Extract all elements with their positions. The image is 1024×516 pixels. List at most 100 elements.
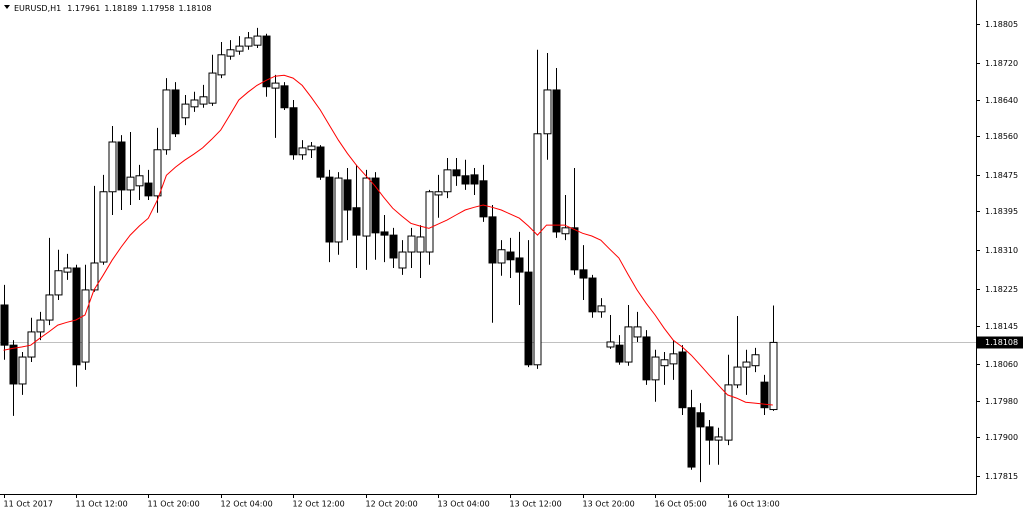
candle-body	[760, 381, 769, 409]
candle-body	[63, 267, 72, 273]
y-tick-label: 1.17980	[985, 397, 1018, 406]
x-tick-label: 11 Oct 2017	[4, 500, 53, 509]
candle-body	[289, 107, 298, 156]
candle-body	[162, 89, 171, 151]
candle-body	[99, 191, 108, 263]
candle-body	[190, 99, 199, 108]
y-tick-label: 1.17815	[985, 472, 1018, 481]
candle-body	[244, 37, 253, 47]
candle-body	[81, 289, 90, 363]
candle-body	[769, 341, 778, 411]
candle-body	[407, 235, 416, 253]
candle-body	[669, 353, 678, 365]
candle-body	[126, 176, 135, 191]
candle-body	[253, 35, 262, 46]
y-tick-label: 1.18805	[985, 20, 1018, 29]
candle-body	[506, 251, 515, 261]
candle-body	[452, 169, 461, 177]
candle-body	[461, 175, 470, 185]
y-tick-label: 1.18640	[985, 96, 1018, 105]
candle-body	[18, 356, 27, 385]
moving-average	[3, 74, 773, 406]
header-close: 1.18108	[179, 4, 212, 13]
candle-body	[153, 149, 162, 197]
candle-body	[552, 89, 561, 233]
candle-body	[334, 177, 343, 243]
candle-body	[660, 359, 669, 367]
candle-body	[271, 82, 280, 89]
candle-body	[425, 191, 434, 253]
header-high: 1.18189	[104, 4, 137, 13]
candle-body	[742, 361, 751, 368]
candle-body	[597, 305, 606, 313]
candle-body	[226, 49, 235, 57]
y-tick-label: 1.18060	[985, 360, 1018, 369]
candle-body	[325, 176, 334, 243]
candle-body	[751, 354, 760, 367]
candle-body	[724, 384, 733, 441]
candle-body	[579, 269, 588, 279]
candle-body	[298, 147, 307, 156]
candle-body	[181, 103, 190, 119]
candle-body	[515, 257, 524, 273]
candle-body	[733, 366, 742, 386]
header-open: 1.17961	[67, 4, 100, 13]
candle-body	[45, 294, 54, 321]
symbol: EURUSD,H1 1.17961 1.18189 1.17958 1.18108	[14, 4, 212, 13]
candle-body	[416, 236, 425, 253]
candle-body	[362, 177, 371, 237]
candle-body	[9, 344, 18, 385]
candle-body	[678, 351, 687, 409]
y-tick-label: 1.18225	[985, 285, 1018, 294]
candle-body	[135, 175, 144, 187]
candle-body	[543, 89, 552, 135]
candle-body	[524, 271, 533, 366]
candle-body	[380, 231, 389, 236]
candle-body	[217, 54, 226, 76]
candle-body	[588, 277, 597, 313]
candle-body	[714, 436, 723, 441]
y-tick-label: 1.18310	[985, 246, 1018, 255]
x-tick-label: 13 Oct 04:00	[438, 500, 490, 509]
candle-body	[280, 85, 289, 109]
x-tick-label: 16 Oct 05:00	[655, 500, 707, 509]
x-tick-label: 12 Oct 12:00	[293, 500, 345, 509]
candle-body	[262, 35, 271, 88]
candle-body	[624, 326, 633, 363]
candle-body	[561, 227, 570, 235]
candle-body	[642, 336, 651, 381]
dropdown-icon[interactable]	[4, 5, 10, 9]
candle-body	[144, 182, 153, 197]
candle-body	[352, 207, 361, 236]
candle-body	[651, 356, 660, 381]
x-tick-label: 11 Oct 12:00	[76, 500, 128, 509]
candle-body	[470, 174, 479, 185]
candle-body	[705, 426, 714, 441]
candle-body	[570, 227, 579, 271]
candle-body	[208, 72, 217, 104]
candle-body	[389, 234, 398, 259]
x-tick-label: 11 Oct 20:00	[148, 500, 200, 509]
x-tick-label: 13 Oct 20:00	[583, 500, 635, 509]
candle-body	[307, 145, 316, 151]
candle-body	[615, 344, 624, 363]
x-tick-label: 13 Oct 12:00	[510, 500, 562, 509]
candle-body	[108, 141, 117, 193]
y-tick-label: 1.18145	[985, 322, 1018, 331]
candle-body	[488, 216, 497, 264]
candle-body	[696, 412, 705, 428]
x-tick-label: 12 Oct 04:00	[221, 500, 273, 509]
symbol-name: EURUSD,H1	[14, 4, 61, 13]
candle-body	[54, 270, 63, 296]
candle-body	[199, 96, 208, 105]
price-label-box	[977, 336, 1023, 349]
y-tick-label: 1.18560	[985, 132, 1018, 141]
x-tick-label: 12 Oct 20:00	[366, 500, 418, 509]
candle-body	[687, 407, 696, 468]
candle-body	[633, 326, 642, 338]
candle-body	[371, 177, 380, 234]
candle-body	[497, 249, 506, 264]
candle-body	[316, 146, 325, 178]
candle-body	[117, 141, 126, 191]
